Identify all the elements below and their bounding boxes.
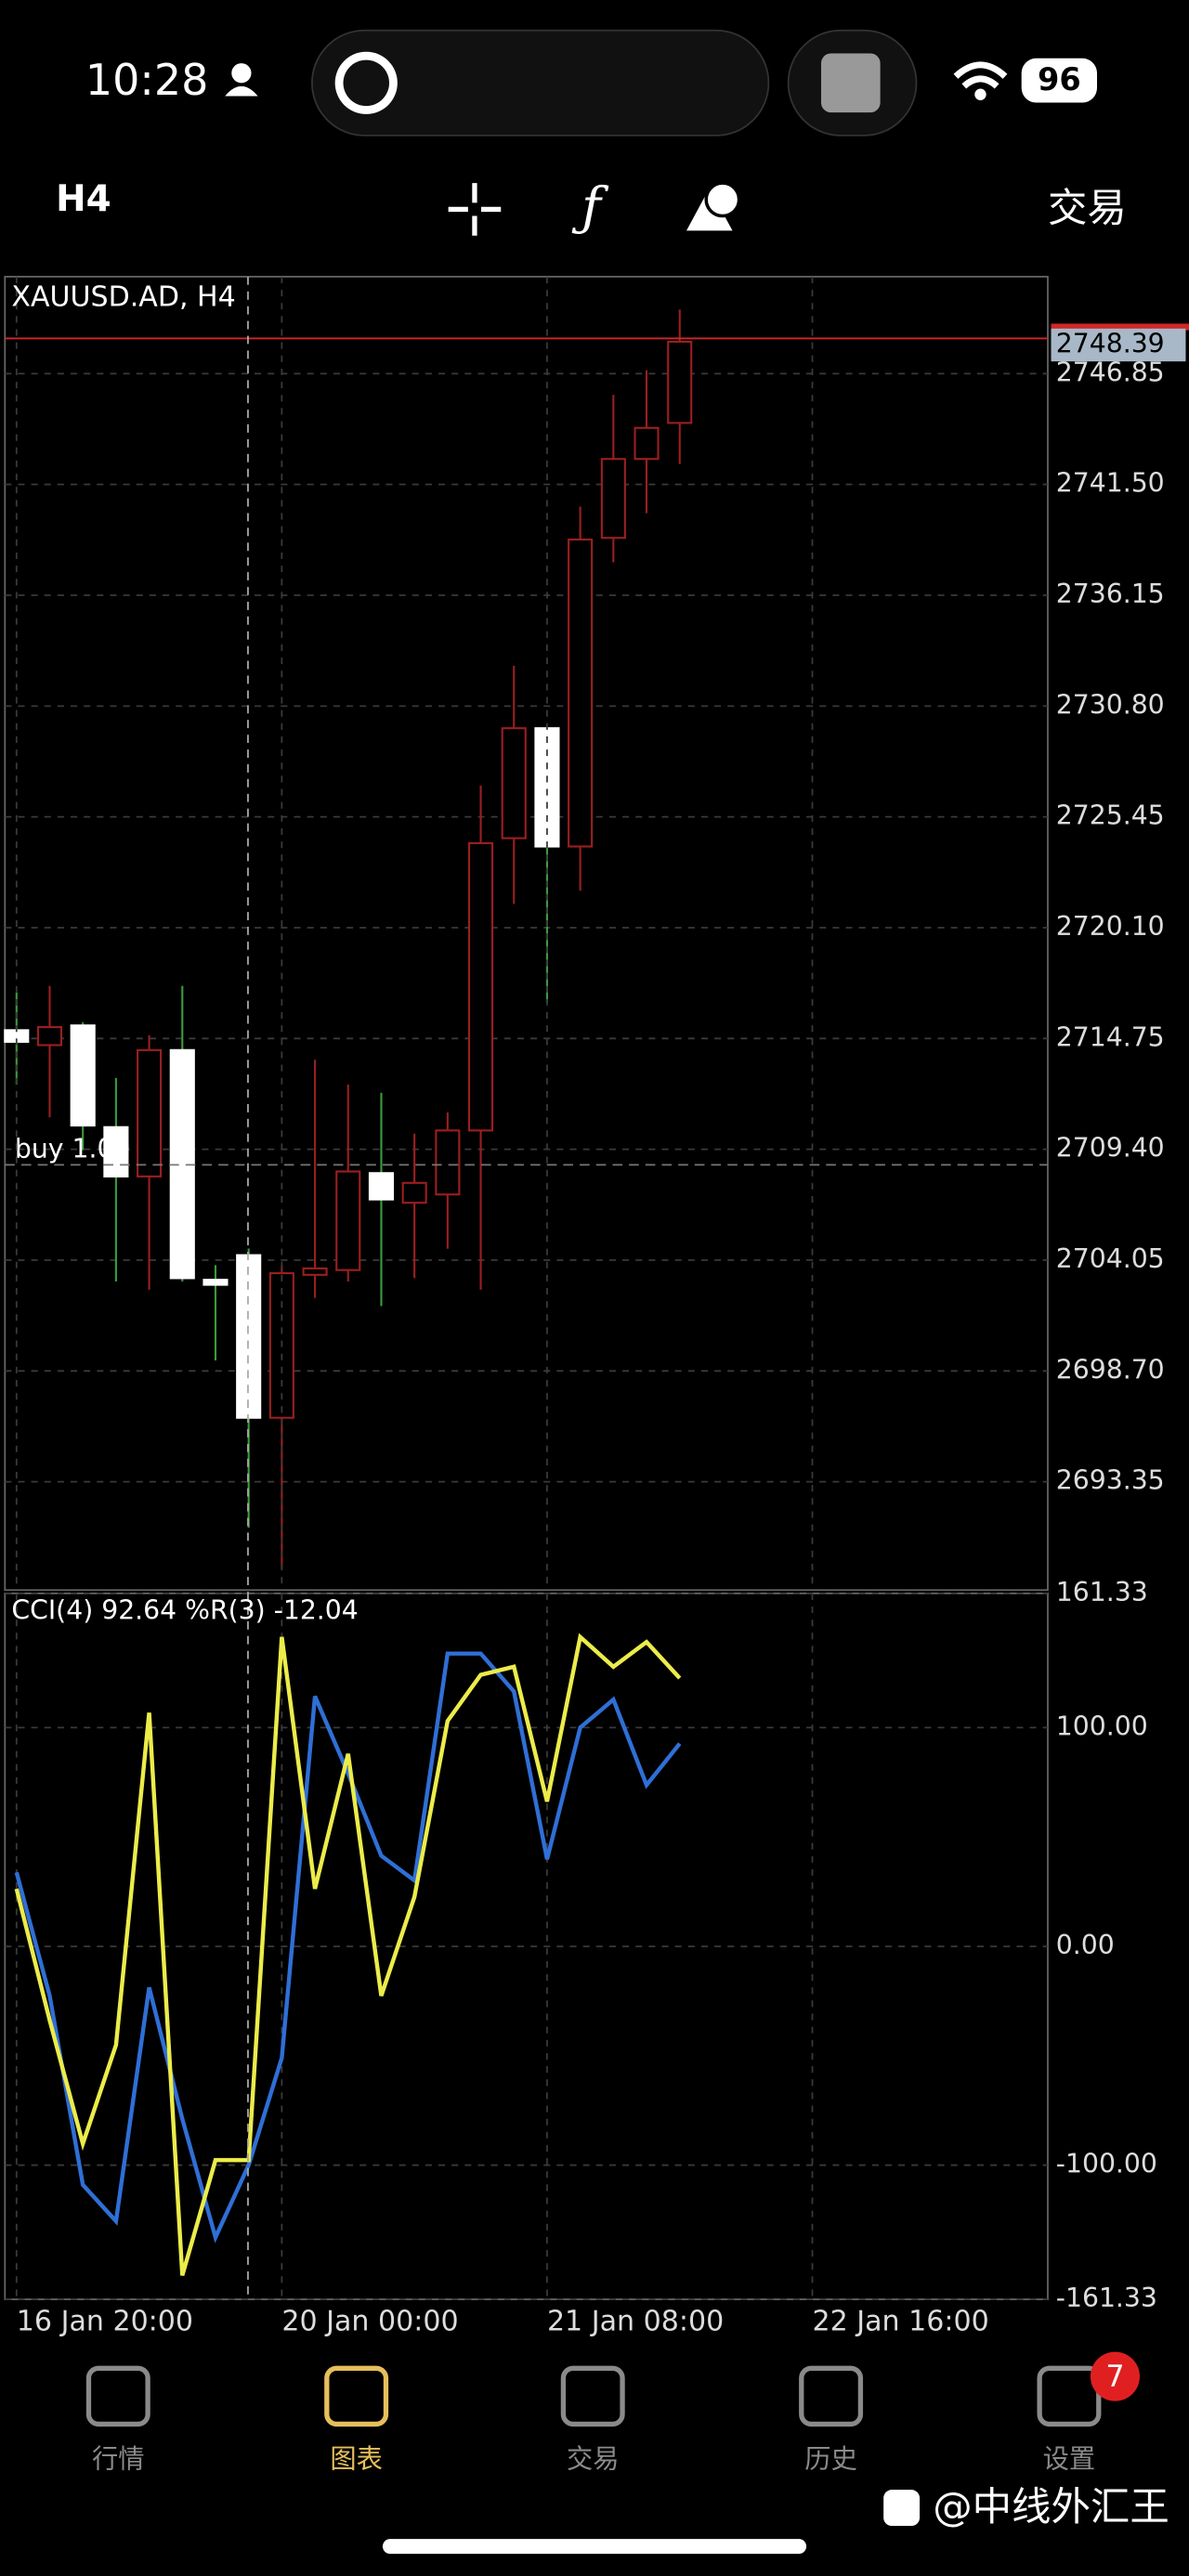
candle-body <box>467 841 494 1132</box>
y-tick-label: 2714.75 <box>1056 1021 1165 1052</box>
y-tick-label: 0.00 <box>1056 1930 1115 1960</box>
crosshair-button[interactable] <box>448 183 502 236</box>
tab-icon[interactable] <box>324 2365 389 2427</box>
candle-body <box>302 1267 328 1276</box>
x-tick-label: 22 Jan 16:00 <box>813 2305 989 2337</box>
candle-body <box>435 1129 461 1196</box>
tab-bar <box>0 2340 1189 2576</box>
y-tick-label: 2704.05 <box>1056 1243 1165 1274</box>
tab-icon[interactable] <box>85 2365 150 2427</box>
tab-group: 行情 图表 交易 历史 设置 <box>85 2365 1102 2474</box>
y-tick-label: 2725.45 <box>1056 800 1165 831</box>
candle-body <box>667 340 693 424</box>
watermark: @中线外汇王 <box>933 2485 1169 2530</box>
clock: 10:28 <box>85 55 208 105</box>
battery-level: 96 <box>1038 61 1081 98</box>
y-tick-label: 2741.50 <box>1056 468 1165 499</box>
y-tick-label: 161.33 <box>1056 1577 1148 1607</box>
price-box <box>1051 328 1186 362</box>
tab-label[interactable]: 交易 <box>567 2443 620 2474</box>
tab-icon[interactable] <box>560 2365 625 2427</box>
tab-label[interactable]: 历史 <box>804 2443 857 2474</box>
x-tick-label: 16 Jan 20:00 <box>17 2305 193 2337</box>
timeframe[interactable]: H4 <box>56 178 111 220</box>
y-tick-label: 2709.40 <box>1056 1133 1165 1164</box>
candle-body <box>236 1254 262 1419</box>
candle-body <box>70 1024 96 1127</box>
candle-body <box>501 727 527 839</box>
candle-body <box>634 426 660 461</box>
trade-button[interactable]: 交易 <box>1048 187 1127 232</box>
candle-body <box>335 1170 361 1271</box>
badge <box>1090 2351 1140 2401</box>
current-price: 2748.39 <box>1056 329 1165 359</box>
tab-label[interactable]: 设置 <box>1043 2443 1096 2474</box>
candle-body <box>203 1279 229 1286</box>
candle-body <box>401 1181 427 1204</box>
y-tick-label: 2736.15 <box>1056 579 1165 609</box>
y-tick-label: 2730.80 <box>1056 689 1165 720</box>
y-tick-label: 2746.85 <box>1056 357 1165 387</box>
tab-label[interactable]: 行情 <box>92 2443 145 2474</box>
main-panel <box>4 276 1049 1592</box>
y-tick-label: 2698.70 <box>1056 1354 1165 1385</box>
x-tick-label: 21 Jan 08:00 <box>547 2305 724 2337</box>
candle-body <box>368 1172 395 1201</box>
home-indicator <box>382 2539 807 2555</box>
battery <box>1021 58 1097 103</box>
tab-icon[interactable] <box>799 2365 864 2427</box>
wifi-icon <box>953 61 1008 89</box>
y-tick-label: -100.00 <box>1056 2149 1157 2179</box>
person-icon <box>225 85 258 97</box>
y-tick-label: 2720.10 <box>1056 911 1165 942</box>
y-tick-label: 100.00 <box>1056 1711 1148 1741</box>
indicator-line <box>14 1651 682 2244</box>
y-tick-label: -161.33 <box>1056 2283 1157 2313</box>
candle-body <box>103 1125 129 1177</box>
order-label: buy 1.00 <box>15 1133 131 1164</box>
objects-button[interactable] <box>704 181 741 218</box>
tab-label[interactable]: 图表 <box>330 2443 383 2474</box>
indicator-line <box>14 1633 682 2276</box>
x-tick-label: 20 Jan 00:00 <box>281 2305 458 2337</box>
tab-icon[interactable] <box>1037 2365 1102 2427</box>
badge-count: 7 <box>1105 2359 1124 2394</box>
plot-layer: 2746.85 2741.50 2736.15 2730.80 2725.45 2720.… <box>4 276 1189 2337</box>
app-icon <box>820 53 881 113</box>
dynamic-island <box>311 29 770 137</box>
price-marker <box>1051 323 1189 331</box>
person-icon <box>231 63 252 84</box>
candle-body <box>36 1025 63 1047</box>
y-tick-label: 2693.35 <box>1056 1465 1165 1496</box>
indicator-title: CCI(4) 92.64 %R(3) -12.04 <box>11 1594 358 1625</box>
app-icon <box>343 59 390 107</box>
wifi-icon <box>974 88 986 100</box>
candle-body <box>568 538 594 848</box>
symbol-title: XAUUSD.AD, H4 <box>11 280 235 313</box>
candle-body <box>137 1048 163 1177</box>
candle-body <box>600 458 626 540</box>
facebook-icon <box>883 2490 921 2527</box>
